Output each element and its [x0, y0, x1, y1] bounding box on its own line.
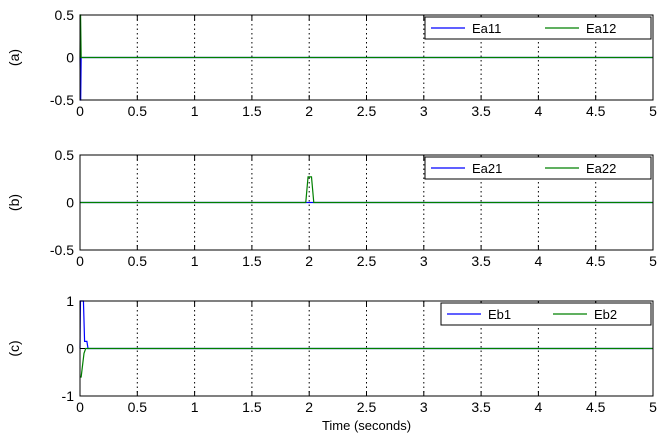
legend-label-eb1: Eb1 — [488, 307, 511, 322]
x-tick-label: 3.5 — [471, 103, 491, 119]
legend-label-ea11: Ea11 — [472, 21, 501, 36]
legend-label-ea22: Ea22 — [586, 161, 616, 176]
x-tick-label: 3 — [420, 399, 428, 415]
series-line-ea22 — [80, 176, 653, 204]
axes-frame — [79, 300, 654, 397]
x-tick-label: 5 — [649, 103, 657, 119]
x-tick-label: 0 — [76, 103, 84, 119]
legend-box — [440, 302, 652, 326]
y-tick-label: 0.5 — [55, 147, 75, 163]
x-tick-label: 3.5 — [471, 253, 491, 269]
x-tick-label: 2.5 — [357, 103, 377, 119]
x-tick-label: 4 — [535, 399, 543, 415]
x-tick-label: 4.5 — [586, 253, 606, 269]
x-tick-label: 1 — [191, 399, 199, 415]
legend-label-eb2: Eb2 — [594, 307, 617, 322]
y-tick-label: 0.5 — [55, 7, 75, 23]
x-tick-label: 0.5 — [128, 399, 148, 415]
x-tick-label: 2.5 — [357, 253, 377, 269]
y-tick-label: -0.5 — [50, 242, 74, 258]
legend: Ea21 Ea22 — [424, 156, 652, 180]
x-tick-label: 4.5 — [586, 399, 606, 415]
x-tick-label: 0.5 — [128, 103, 148, 119]
axes-frame — [79, 14, 654, 101]
chart-panel-1: 0 0.5 1 1.5 2 2.5 3 3.5 4 4.5 50.50-0.5(b)Ea21 Ea22 — [6, 147, 657, 269]
legend-box — [424, 156, 652, 180]
x-tick-label: 3.5 — [471, 399, 491, 415]
x-tick-label: 5 — [649, 399, 657, 415]
x-tick-label: 2.5 — [357, 399, 377, 415]
x-tick-label: 2 — [305, 253, 313, 269]
y-tick-label: 0 — [66, 195, 74, 211]
x-axis-label: Time (seconds) — [322, 418, 411, 433]
y-tick-label: -1 — [62, 388, 75, 404]
y-tick-label: 1 — [66, 293, 74, 309]
x-tick-label: 1.5 — [242, 253, 262, 269]
x-tick-label: 1 — [191, 253, 199, 269]
chart-panel-0: 0 0.5 1 1.5 2 2.5 3 3.5 4 4.5 50.50-0.5(a)Ea11 Ea12 — [6, 7, 657, 119]
axes-frame — [79, 154, 654, 251]
legend: Ea11 Ea12 — [424, 16, 652, 40]
x-tick-label: 1 — [191, 103, 199, 119]
x-tick-label: 3 — [420, 253, 428, 269]
y-tick-label: -0.5 — [50, 92, 74, 108]
y-tick-label: 0 — [66, 341, 74, 357]
x-tick-label: 4 — [535, 103, 543, 119]
y-axis-label: (c) — [6, 340, 22, 356]
legend-label-ea12: Ea12 — [586, 21, 616, 36]
y-tick-label: 0 — [66, 50, 74, 66]
legend: Eb1 Eb2 — [440, 302, 652, 326]
x-tick-label: 3 — [420, 103, 428, 119]
y-axis-label: (a) — [6, 49, 22, 66]
series-line-eb2 — [80, 347, 653, 378]
x-tick-label: 1.5 — [242, 103, 262, 119]
x-tick-label: 0.5 — [128, 253, 148, 269]
x-tick-label: 2 — [305, 103, 313, 119]
x-tick-label: 5 — [649, 253, 657, 269]
legend-label-ea21: Ea21 — [472, 161, 502, 176]
chart-panel-2: 0 0.5 1 1.5 2 2.5 3 3.5 4 4.5 510-1(c)Time (second… — [6, 293, 657, 433]
y-axis-label: (b) — [6, 194, 22, 211]
x-tick-label: 4 — [535, 253, 543, 269]
x-tick-label: 0 — [76, 253, 84, 269]
legend-box — [424, 16, 652, 40]
x-tick-label: 1.5 — [242, 399, 262, 415]
x-tick-label: 4.5 — [586, 103, 606, 119]
x-tick-label: 0 — [76, 399, 84, 415]
x-tick-label: 2 — [305, 399, 313, 415]
